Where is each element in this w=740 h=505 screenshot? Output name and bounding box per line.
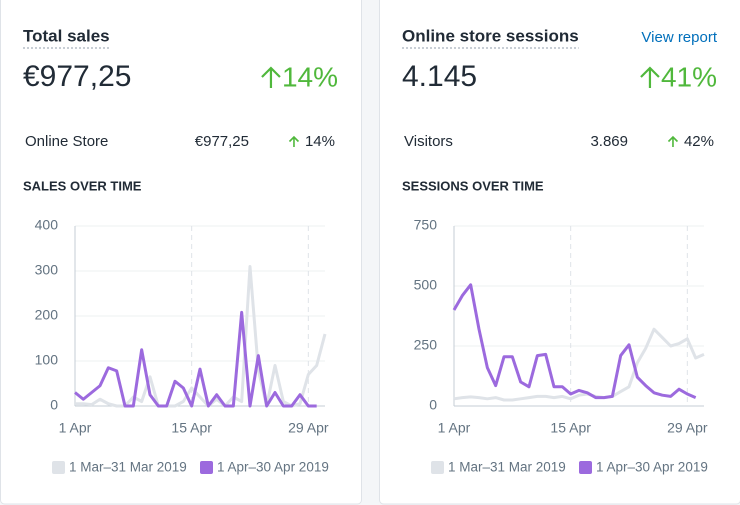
x-tick-label: 1 Apr (438, 420, 471, 436)
legend-swatch (200, 461, 213, 474)
card-title: Total sales (23, 26, 110, 45)
breakdown-value: 3.869 (590, 133, 628, 150)
chart-title: SALES OVER TIME (23, 178, 142, 193)
chart-title: SESSIONS OVER TIME (402, 178, 544, 193)
view-report-link[interactable]: View report (641, 29, 717, 46)
breakdown-label: Visitors (404, 133, 453, 150)
total-change: 41% (661, 61, 717, 92)
card (379, 0, 740, 505)
x-tick-label: 15 Apr (171, 420, 212, 436)
y-tick-label: 100 (35, 352, 59, 368)
y-tick-label: 300 (35, 262, 59, 278)
y-tick-label: 750 (414, 217, 438, 233)
legend-swatch (52, 461, 65, 474)
x-tick-label: 29 Apr (667, 420, 708, 436)
breakdown-change: 14% (305, 133, 335, 150)
y-tick-label: 400 (35, 217, 59, 233)
up-arrow-icon (288, 135, 300, 147)
series-line (452, 283, 697, 400)
series-line (75, 265, 327, 408)
up-arrow-icon (640, 66, 660, 88)
series-line (453, 327, 705, 402)
legend-swatch (579, 461, 592, 474)
series-line (74, 310, 317, 408)
x-tick-label: 1 Apr (59, 420, 92, 436)
y-tick-label: 250 (414, 337, 438, 353)
total-value: €977,25 (23, 60, 131, 93)
breakdown-label: Online Store (25, 133, 108, 150)
legend-swatch (431, 461, 444, 474)
y-tick-label: 200 (35, 307, 59, 323)
card-title: Online store sessions (402, 26, 579, 45)
up-arrow-icon (667, 135, 679, 147)
x-tick-label: 29 Apr (288, 420, 329, 436)
legend-label: 1 Mar–31 Mar 2019 (69, 460, 187, 475)
breakdown-change: 42% (684, 133, 714, 150)
legend-label: 1 Apr–30 Apr 2019 (217, 460, 329, 475)
breakdown-value: €977,25 (195, 133, 249, 150)
legend-label: 1 Apr–30 Apr 2019 (596, 460, 708, 475)
up-arrow-icon (261, 66, 281, 88)
y-tick-label: 500 (414, 277, 438, 293)
total-change: 14% (282, 61, 338, 92)
y-tick-label: 0 (50, 397, 58, 413)
legend-label: 1 Mar–31 Mar 2019 (448, 460, 566, 475)
y-tick-label: 0 (429, 397, 437, 413)
x-tick-label: 15 Apr (550, 420, 591, 436)
total-value: 4.145 (402, 60, 477, 93)
